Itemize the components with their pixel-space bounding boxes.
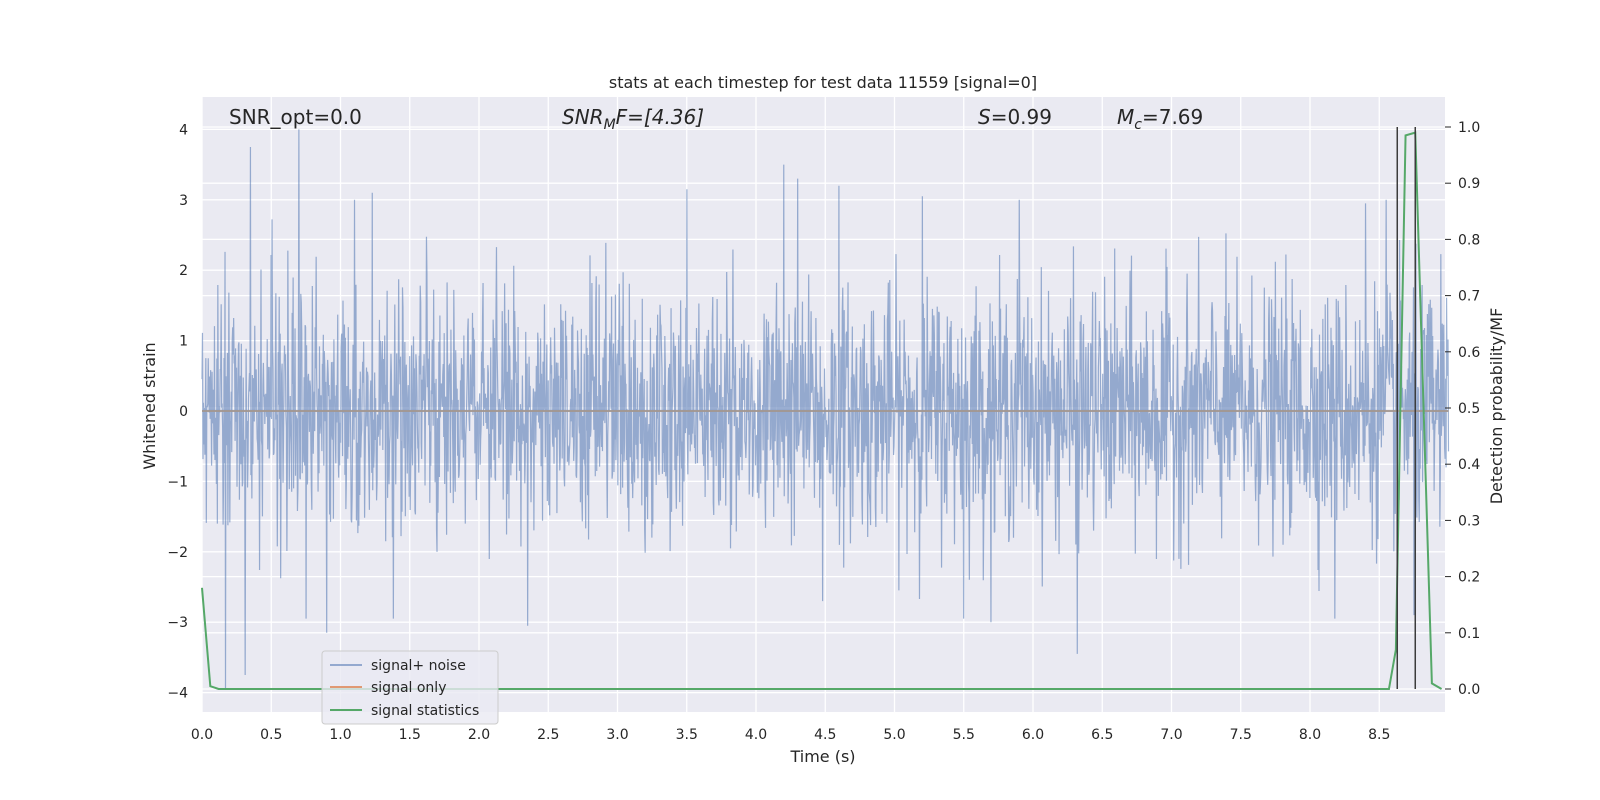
y-tick-label-right: 0.1 bbox=[1458, 626, 1480, 642]
annotation-mc: Mc=7.69 bbox=[1117, 105, 1203, 133]
x-axis-label: Time (s) bbox=[789, 747, 855, 766]
y-axis-right-label: Detection probability/MF bbox=[1487, 308, 1506, 505]
annotation-snr-mf-prefix: SNR bbox=[562, 105, 604, 129]
y-axis-left-ticks: −4 −3 −2 −1 0 1 2 3 4 bbox=[167, 122, 188, 701]
line-signal-noise bbox=[201, 129, 1450, 690]
y-tick-label-right: 0.2 bbox=[1458, 570, 1480, 586]
annotation-snr-mf-rest: F=[4.36] bbox=[616, 105, 704, 129]
y-tick-label-left: −3 bbox=[167, 615, 188, 631]
x-tick-label: 0.0 bbox=[191, 727, 213, 743]
y-tick-label-right: 0.0 bbox=[1458, 682, 1480, 698]
y-axis-left-label: Whitened strain bbox=[140, 342, 159, 469]
x-tick-label: 1.5 bbox=[399, 727, 421, 743]
legend-label-signal-statistics: signal statistics bbox=[371, 703, 479, 719]
x-tick-label: 1.0 bbox=[329, 727, 351, 743]
y-tick-label-right: 0.6 bbox=[1458, 345, 1480, 361]
legend-box bbox=[321, 650, 499, 725]
chart-title: stats at each timestep for test data 115… bbox=[609, 73, 1037, 92]
line-signal-statistics bbox=[201, 131, 1443, 690]
x-tick-label: 8.5 bbox=[1368, 727, 1390, 743]
annotation-mc-rest: =7.69 bbox=[1142, 105, 1203, 129]
y-tick-label-left: −4 bbox=[167, 686, 188, 702]
annotation-snr-mf-sub: M bbox=[604, 117, 616, 133]
x-tick-label: 5.0 bbox=[883, 727, 905, 743]
legend-label-signal-only: signal only bbox=[371, 680, 446, 696]
legend-label-signal-noise: signal+ noise bbox=[371, 658, 466, 674]
annotation-mc-var: M bbox=[1117, 105, 1134, 129]
annotation-s-rest: =0.99 bbox=[991, 105, 1052, 129]
y-tick-label-left: 2 bbox=[179, 263, 188, 279]
legend: signal+ noise signal only signal statist… bbox=[321, 650, 499, 725]
x-tick-label: 8.0 bbox=[1299, 727, 1321, 743]
y-tick-label-right: 0.9 bbox=[1458, 176, 1480, 192]
annotation-snr-mf: SNRMF=[4.36] bbox=[562, 105, 704, 133]
y-tick-label-left: 0 bbox=[179, 404, 188, 420]
x-tick-label: 0.5 bbox=[260, 727, 282, 743]
annotation-mc-sub: c bbox=[1134, 117, 1142, 133]
x-tick-label: 2.0 bbox=[468, 727, 490, 743]
y-tick-label-left: 1 bbox=[179, 334, 188, 350]
vertical-markers bbox=[1396, 127, 1417, 689]
x-tick-label: 3.5 bbox=[676, 727, 698, 743]
x-tick-label: 4.0 bbox=[745, 727, 767, 743]
y-tick-label-right: 0.4 bbox=[1458, 457, 1480, 473]
y-axis-right-ticks: 0.0 0.1 0.2 0.3 0.4 0.5 0.6 0.7 0.8 0.9 1.0 bbox=[1445, 120, 1480, 698]
series-signal-statistics bbox=[201, 131, 1443, 690]
x-tick-label: 6.5 bbox=[1091, 727, 1113, 743]
x-tick-label: 4.5 bbox=[814, 727, 836, 743]
series-signal-noise bbox=[201, 129, 1450, 690]
annotation-s-var: S bbox=[978, 105, 991, 129]
x-tick-label: 7.0 bbox=[1160, 727, 1182, 743]
x-tick-label: 7.5 bbox=[1230, 727, 1252, 743]
y-tick-label-left: 4 bbox=[179, 122, 188, 138]
y-tick-label-left: −2 bbox=[167, 545, 188, 561]
x-tick-label: 6.0 bbox=[1022, 727, 1044, 743]
x-tick-label: 5.5 bbox=[953, 727, 975, 743]
y-tick-label-right: 0.3 bbox=[1458, 513, 1480, 529]
annotation-snr-opt: SNR_opt=0.0 bbox=[229, 105, 362, 129]
y-tick-label-right: 1.0 bbox=[1458, 120, 1480, 136]
y-tick-label-right: 0.5 bbox=[1458, 401, 1480, 417]
y-tick-label-left: 3 bbox=[179, 193, 188, 209]
x-tick-label: 3.0 bbox=[606, 727, 628, 743]
x-axis-ticks: 0.0 0.5 1.0 1.5 2.0 2.5 3.0 3.5 4.0 4.5 5.0 5.5 6.0 6… bbox=[191, 727, 1391, 743]
annotation-s: S=0.99 bbox=[978, 105, 1052, 129]
y-tick-label-right: 0.7 bbox=[1458, 289, 1480, 305]
y-tick-label-left: −1 bbox=[167, 474, 188, 490]
x-tick-label: 2.5 bbox=[537, 727, 559, 743]
y-tick-label-right: 0.8 bbox=[1458, 232, 1480, 248]
